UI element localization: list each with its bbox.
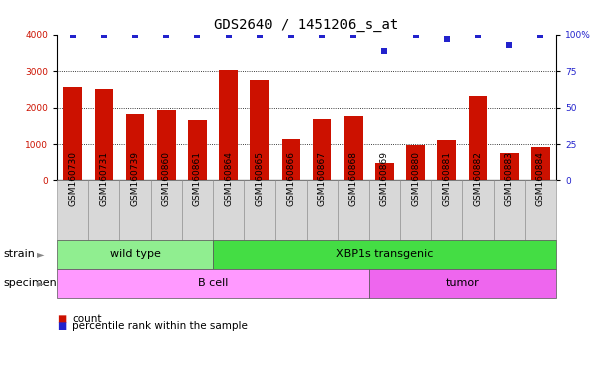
Bar <box>126 114 144 180</box>
Text: GSM160730: GSM160730 <box>68 151 77 207</box>
Text: count: count <box>72 314 102 324</box>
Bar <box>406 145 425 180</box>
Point <box>68 31 78 38</box>
Bar <box>531 147 550 180</box>
Point <box>411 31 421 38</box>
Text: GSM160861: GSM160861 <box>193 151 202 207</box>
Text: XBP1s transgenic: XBP1s transgenic <box>336 249 433 260</box>
Bar <box>469 96 487 180</box>
Point <box>535 31 545 38</box>
Bar <box>94 89 113 180</box>
Point <box>380 48 389 54</box>
Text: GSM160860: GSM160860 <box>162 151 171 207</box>
Bar <box>313 119 332 180</box>
Bar <box>344 116 362 180</box>
Point <box>317 31 327 38</box>
Text: GSM160882: GSM160882 <box>474 152 483 207</box>
Bar <box>500 153 519 180</box>
Bar <box>251 80 269 180</box>
Text: GSM160739: GSM160739 <box>130 151 139 207</box>
Text: GSM160867: GSM160867 <box>317 151 326 207</box>
Bar <box>157 110 175 180</box>
Point <box>473 31 483 38</box>
Text: GSM160865: GSM160865 <box>255 151 264 207</box>
Text: tumor: tumor <box>445 278 479 288</box>
Bar <box>375 163 394 180</box>
Text: GSM160866: GSM160866 <box>287 151 296 207</box>
Text: GSM160869: GSM160869 <box>380 151 389 207</box>
Point <box>192 31 202 38</box>
Point <box>442 36 451 42</box>
Text: wild type: wild type <box>109 249 160 260</box>
Text: ►: ► <box>37 278 44 288</box>
Text: percentile rank within the sample: percentile rank within the sample <box>72 321 248 331</box>
Text: GSM160884: GSM160884 <box>536 152 545 207</box>
Point <box>349 31 358 38</box>
Text: GSM160883: GSM160883 <box>505 151 514 207</box>
Bar <box>63 87 82 180</box>
Text: GSM160881: GSM160881 <box>442 151 451 207</box>
Text: ■: ■ <box>57 321 66 331</box>
Point <box>286 31 296 38</box>
Bar <box>282 139 300 180</box>
Text: GSM160731: GSM160731 <box>99 151 108 207</box>
Bar <box>438 140 456 180</box>
Text: ■: ■ <box>57 314 66 324</box>
Point <box>255 31 264 38</box>
Text: GSM160880: GSM160880 <box>411 151 420 207</box>
Point <box>162 31 171 38</box>
Text: GSM160868: GSM160868 <box>349 151 358 207</box>
Text: ►: ► <box>37 249 44 260</box>
Text: strain: strain <box>3 249 35 260</box>
Title: GDS2640 / 1451206_s_at: GDS2640 / 1451206_s_at <box>215 18 398 32</box>
Point <box>130 31 140 38</box>
Bar <box>219 70 238 180</box>
Bar <box>188 120 207 180</box>
Point <box>224 31 233 38</box>
Text: specimen: specimen <box>3 278 56 288</box>
Point <box>99 31 109 38</box>
Text: GSM160864: GSM160864 <box>224 152 233 207</box>
Text: B cell: B cell <box>198 278 228 288</box>
Point <box>504 42 514 48</box>
